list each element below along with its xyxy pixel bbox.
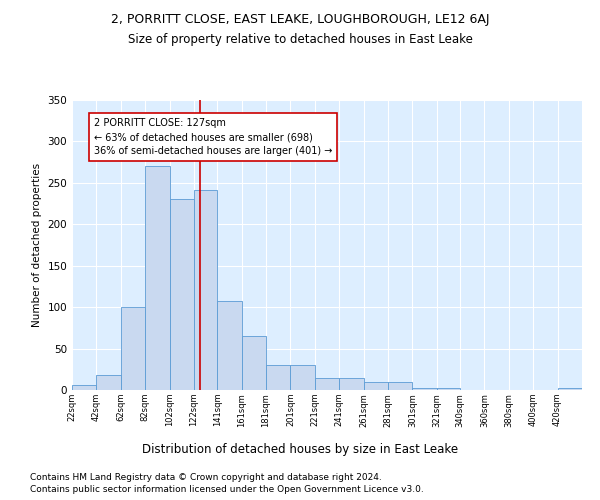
- Bar: [145, 166, 170, 390]
- Bar: [364, 382, 388, 390]
- Bar: [437, 388, 460, 390]
- Text: Size of property relative to detached houses in East Leake: Size of property relative to detached ho…: [128, 32, 472, 46]
- Text: 2, PORRITT CLOSE, EAST LEAKE, LOUGHBOROUGH, LE12 6AJ: 2, PORRITT CLOSE, EAST LEAKE, LOUGHBOROU…: [111, 12, 489, 26]
- Bar: [72, 385, 97, 390]
- Bar: [412, 388, 437, 390]
- Bar: [266, 365, 290, 390]
- Text: Contains public sector information licensed under the Open Government Licence v3: Contains public sector information licen…: [30, 485, 424, 494]
- Bar: [557, 388, 582, 390]
- Bar: [194, 190, 217, 390]
- Bar: [121, 307, 145, 390]
- Y-axis label: Number of detached properties: Number of detached properties: [32, 163, 42, 327]
- Bar: [217, 302, 242, 390]
- Bar: [290, 365, 315, 390]
- Text: 2 PORRITT CLOSE: 127sqm
← 63% of detached houses are smaller (698)
36% of semi-d: 2 PORRITT CLOSE: 127sqm ← 63% of detache…: [94, 118, 332, 156]
- Bar: [339, 378, 364, 390]
- Bar: [388, 382, 412, 390]
- Bar: [97, 375, 121, 390]
- Bar: [170, 200, 194, 390]
- Text: Contains HM Land Registry data © Crown copyright and database right 2024.: Contains HM Land Registry data © Crown c…: [30, 472, 382, 482]
- Text: Distribution of detached houses by size in East Leake: Distribution of detached houses by size …: [142, 442, 458, 456]
- Bar: [315, 378, 339, 390]
- Bar: [242, 336, 266, 390]
